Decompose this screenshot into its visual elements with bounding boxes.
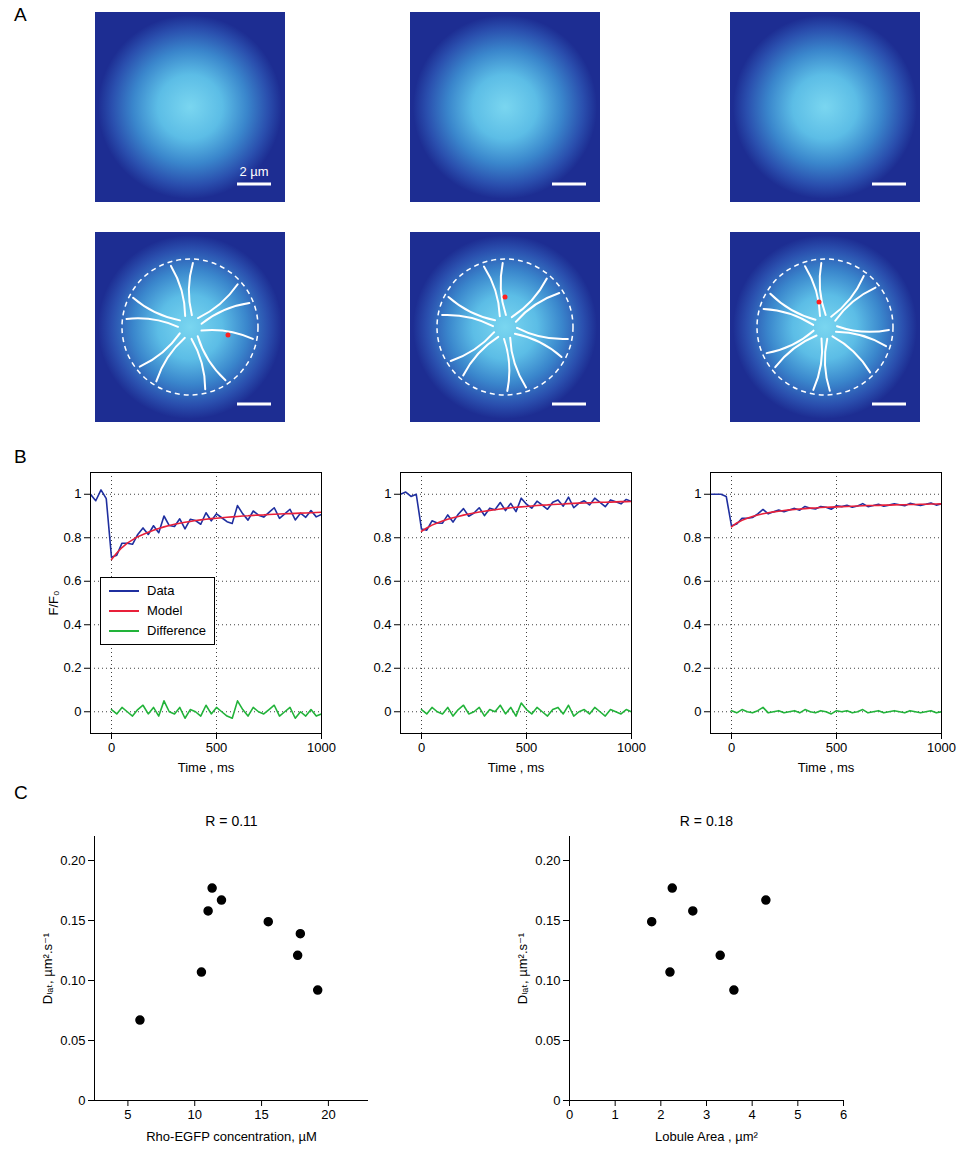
svg-text:0: 0 (418, 740, 425, 755)
svg-text:Dₗₐₜ, µm².s⁻¹: Dₗₐₜ, µm².s⁻¹ (40, 932, 55, 1004)
svg-text:0: 0 (108, 740, 115, 755)
svg-text:Time , ms: Time , ms (178, 760, 235, 775)
svg-text:0.20: 0.20 (535, 853, 560, 868)
svg-text:0.20: 0.20 (60, 853, 85, 868)
svg-text:0.2: 0.2 (683, 660, 701, 675)
svg-text:2 µm: 2 µm (239, 164, 268, 179)
svg-text:0: 0 (694, 704, 701, 719)
svg-text:F/F₀: F/F₀ (46, 591, 61, 616)
svg-text:0.15: 0.15 (535, 913, 560, 928)
svg-text:1: 1 (384, 486, 391, 501)
svg-text:0.05: 0.05 (60, 1033, 85, 1048)
svg-text:20: 20 (321, 1107, 335, 1122)
svg-text:2: 2 (657, 1107, 664, 1122)
svg-text:0: 0 (74, 704, 81, 719)
svg-text:0.2: 0.2 (373, 660, 391, 675)
svg-text:R = 0.18: R = 0.18 (680, 813, 734, 829)
svg-text:0.10: 0.10 (60, 973, 85, 988)
svg-text:R = 0.11: R = 0.11 (205, 813, 257, 829)
svg-text:4: 4 (749, 1107, 756, 1122)
svg-text:0: 0 (384, 704, 391, 719)
svg-text:0.10: 0.10 (535, 973, 560, 988)
svg-text:0.8: 0.8 (373, 530, 391, 545)
svg-text:1: 1 (74, 486, 81, 501)
svg-text:5: 5 (794, 1107, 801, 1122)
svg-text:Lobule Area , µm²: Lobule Area , µm² (655, 1129, 759, 1144)
svg-text:0.4: 0.4 (373, 617, 391, 632)
html-text:Data: Data (147, 583, 175, 599)
svg-text:0.4: 0.4 (683, 617, 701, 632)
html-text:C: C (14, 782, 28, 803)
svg-text:0.6: 0.6 (683, 573, 701, 588)
svg-text:500: 500 (826, 740, 848, 755)
svg-text:Time , ms: Time , ms (488, 760, 545, 775)
svg-text:0.8: 0.8 (683, 530, 701, 545)
svg-text:1000: 1000 (307, 740, 336, 755)
svg-text:500: 500 (206, 740, 228, 755)
svg-text:0.4: 0.4 (63, 617, 81, 632)
svg-text:1: 1 (612, 1107, 619, 1122)
html-text:B: B (14, 446, 27, 467)
svg-text:6: 6 (840, 1107, 847, 1122)
svg-text:1000: 1000 (617, 740, 646, 755)
svg-text:1000: 1000 (927, 740, 956, 755)
svg-text:10: 10 (188, 1107, 202, 1122)
svg-text:0: 0 (553, 1093, 560, 1108)
svg-text:0.15: 0.15 (60, 913, 85, 928)
html-text:A: A (14, 4, 27, 25)
svg-text:0.05: 0.05 (535, 1033, 560, 1048)
svg-text:0: 0 (566, 1107, 573, 1122)
svg-text:0.6: 0.6 (373, 573, 391, 588)
svg-text:0.2: 0.2 (63, 660, 81, 675)
svg-text:Time , ms: Time , ms (798, 760, 855, 775)
svg-text:5: 5 (124, 1107, 131, 1122)
svg-text:Dₗₐₜ, µm².s⁻¹: Dₗₐₜ, µm².s⁻¹ (515, 932, 530, 1004)
svg-text:0: 0 (728, 740, 735, 755)
svg-text:3: 3 (703, 1107, 710, 1122)
svg-text:500: 500 (516, 740, 538, 755)
svg-text:0: 0 (78, 1093, 85, 1108)
svg-text:15: 15 (254, 1107, 268, 1122)
html-text:Difference: Difference (147, 623, 206, 639)
svg-text:0.8: 0.8 (63, 530, 81, 545)
svg-text:0.6: 0.6 (63, 573, 81, 588)
svg-text:1: 1 (694, 486, 701, 501)
svg-text:Rho-EGFP concentration, µM: Rho-EGFP concentration, µM (146, 1129, 317, 1144)
html-text:Model: Model (147, 603, 183, 619)
